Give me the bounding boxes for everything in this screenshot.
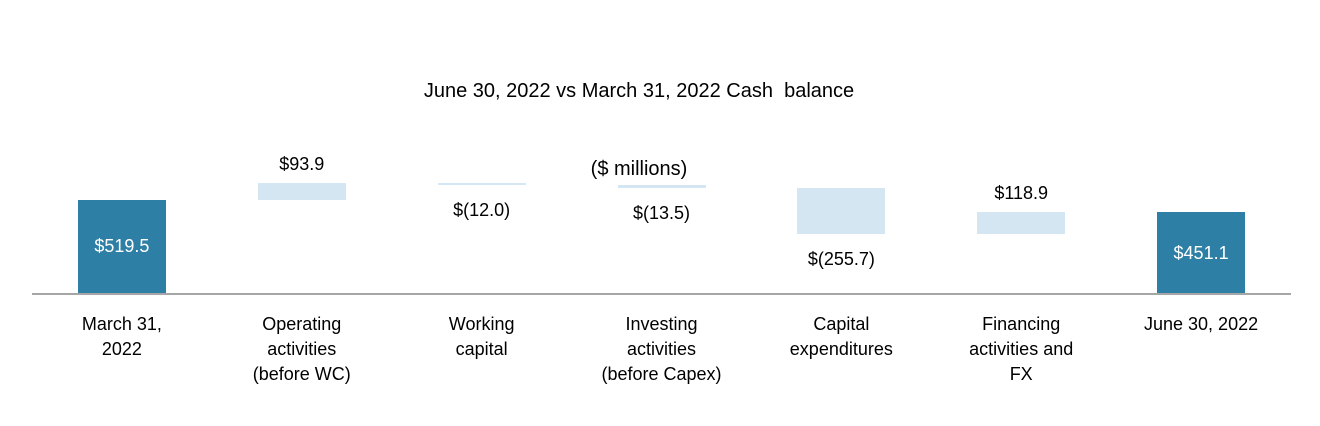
category-label-line: March 31, <box>81 314 162 334</box>
waterfall-delta-bar <box>977 212 1066 234</box>
category-label-line: 2022 <box>101 339 142 359</box>
waterfall-total-bar <box>1157 212 1246 294</box>
category-label-line: capital <box>455 339 508 359</box>
category-label-line: (before WC) <box>252 364 351 384</box>
bar-value-label: $(255.7) <box>807 248 875 269</box>
bar-value-label: $(13.5) <box>632 202 691 223</box>
chart-title-line1: June 30, 2022 vs March 31, 2022 Cash bal… <box>423 80 855 102</box>
category-label: Financing activities and FX <box>933 312 1109 387</box>
bar-value-label: $(12.0) <box>453 200 511 221</box>
category-label: Capital expenditures <box>753 312 929 362</box>
waterfall-delta-bar <box>617 185 706 188</box>
category-label-line: expenditures <box>789 339 893 359</box>
category-label-line: FX <box>1009 364 1033 384</box>
category-label: March 31, 2022 <box>34 312 210 362</box>
category-label-line: (before Capex) <box>601 364 722 384</box>
bar-value-label: $93.9 <box>279 153 325 174</box>
category-label-line: Financing <box>982 314 1061 334</box>
category-label: June 30, 2022 <box>1113 312 1289 337</box>
category-label-line: activities <box>267 339 337 359</box>
category-label-line: Investing <box>625 314 698 334</box>
category-label-line: activities <box>626 339 697 359</box>
chart-title: June 30, 2022 vs March 31, 2022 Cash bal… <box>239 26 1039 234</box>
waterfall-delta-bar <box>797 187 886 234</box>
category-label-line: Operating <box>262 314 342 334</box>
category-label: Investing activities (before Capex) <box>574 312 750 387</box>
category-label-line: June 30, 2022 <box>1144 314 1259 334</box>
x-axis-line <box>32 293 1291 295</box>
category-label-line: Working <box>448 314 515 334</box>
category-label: Operating activities (before WC) <box>214 312 390 387</box>
bar-value-label: $519.5 <box>94 236 150 257</box>
waterfall-total-bar <box>77 199 166 294</box>
bar-value-label: $118.9 <box>994 183 1049 204</box>
chart-title-subtitle: ($ millions) <box>590 158 688 180</box>
bar-value-label: $451.1 <box>1173 242 1229 263</box>
category-label-line: activities and <box>969 339 1074 359</box>
category-label: Working capital <box>394 312 570 362</box>
waterfall-delta-bar <box>257 182 346 200</box>
category-label-line: Capital <box>813 314 870 334</box>
waterfall-delta-bar <box>437 182 526 186</box>
